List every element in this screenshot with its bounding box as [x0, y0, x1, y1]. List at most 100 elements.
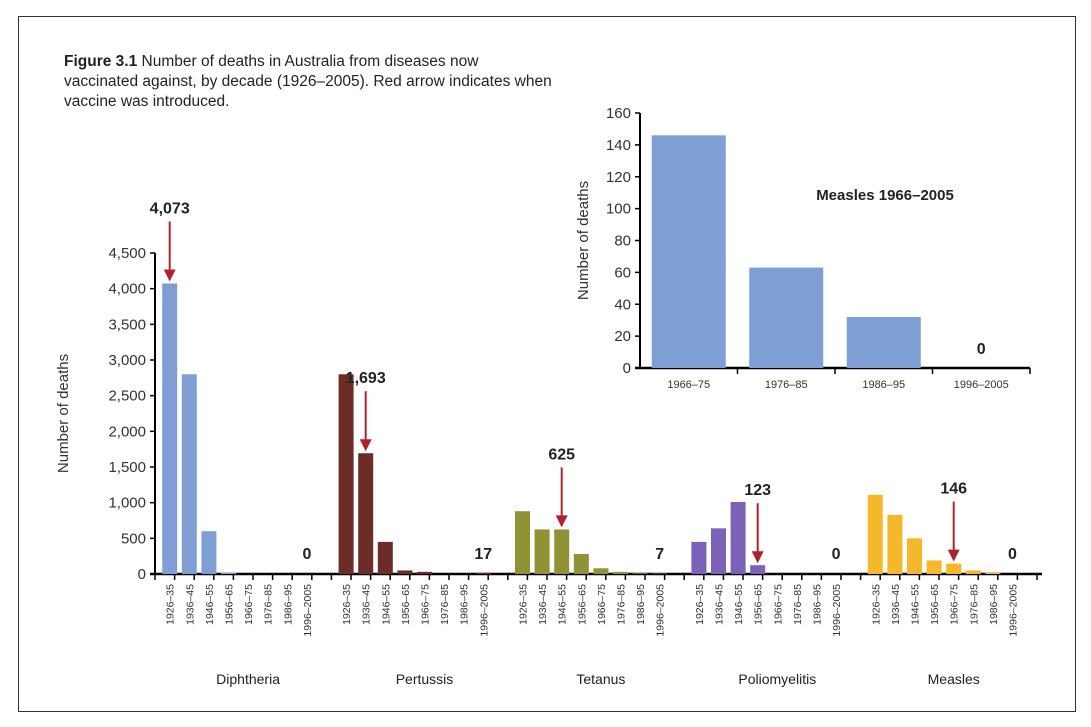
y-tick-label: 2,000	[108, 423, 146, 440]
x-tick-label: 1996–2005	[655, 584, 667, 637]
vaccine-arrowhead-icon	[947, 549, 960, 562]
bar-pertussis	[417, 571, 432, 574]
arrow-value-label: 625	[548, 446, 575, 463]
x-tick-label: 1976–85	[263, 584, 275, 625]
inset-y-tick-label: 80	[614, 233, 631, 250]
end-value-label: 17	[474, 546, 492, 563]
bar-poliomyelitis	[730, 501, 746, 574]
end-value-label: 7	[655, 546, 664, 563]
x-tick-label: 1966–75	[420, 584, 432, 625]
inset-x-tick-label: 1966–75	[667, 379, 710, 391]
disease-label: Measles	[928, 671, 980, 687]
y-tick-label: 1,000	[108, 495, 146, 512]
x-tick-label: 1956–65	[400, 584, 412, 625]
bar-poliomyelitis	[750, 565, 766, 574]
x-tick-label: 1926–35	[341, 584, 353, 625]
bar-measles	[926, 560, 942, 574]
inset-bar	[749, 267, 824, 368]
bar-pertussis	[475, 572, 491, 574]
x-tick-label: 1946–55	[910, 584, 922, 625]
arrow-value-label: 146	[940, 481, 967, 498]
x-tick-label: 1956–65	[753, 584, 765, 625]
y-tick-label: 3,000	[108, 352, 146, 369]
y-axis-title: Number of deaths	[55, 354, 72, 473]
inset-bar	[651, 135, 726, 368]
x-tick-label: 1976–85	[439, 584, 451, 625]
x-tick-label: 1996–2005	[1008, 584, 1020, 637]
vaccine-arrowhead-icon	[555, 515, 568, 528]
inset-y-tick-label: 20	[614, 328, 631, 345]
x-tick-label: 1976–85	[968, 584, 980, 625]
bar-diphtheria	[221, 572, 236, 574]
inset-y-tick-label: 60	[614, 264, 631, 281]
y-tick-label: 500	[121, 530, 146, 547]
bar-tetanus	[515, 511, 530, 574]
bar-measles	[867, 494, 883, 574]
x-tick-label: 1936–45	[537, 584, 549, 625]
inset-zero-label: 0	[977, 341, 986, 358]
x-tick-label: 1936–45	[184, 584, 196, 625]
x-tick-label: 1946–55	[204, 584, 216, 625]
bar-diphtheria	[162, 283, 178, 574]
disease-label: Pertussis	[396, 671, 454, 687]
y-tick-label: 4,000	[108, 281, 146, 298]
x-tick-label: 1936–45	[714, 584, 726, 625]
end-value-label: 0	[302, 546, 311, 563]
x-tick-label: 1986–95	[988, 584, 1000, 625]
arrow-value-label: 123	[744, 482, 771, 499]
x-tick-label: 1926–35	[870, 584, 882, 625]
x-tick-label: 1926–35	[165, 584, 177, 625]
inset-x-tick-label: 1976–85	[765, 379, 808, 391]
bar-tetanus	[613, 571, 628, 574]
x-tick-label: 1986–95	[282, 584, 294, 625]
x-tick-label: 1996–2005	[831, 584, 843, 637]
inset-y-tick-label: 160	[606, 105, 631, 122]
x-tick-label: 1946–55	[733, 584, 745, 625]
bar-pertussis	[338, 374, 354, 574]
x-tick-label: 1946–55	[380, 584, 392, 625]
bar-poliomyelitis	[691, 541, 707, 574]
figure-caption: Figure 3.1 Number of deaths in Australia…	[64, 52, 554, 112]
x-tick-label: 1936–45	[890, 584, 902, 625]
bar-tetanus	[534, 529, 550, 574]
y-tick-label: 4,500	[108, 245, 146, 262]
bar-measles	[946, 563, 962, 574]
x-tick-label: 1966–75	[243, 584, 255, 625]
bar-measles	[887, 514, 903, 574]
x-tick-label: 1986–95	[459, 584, 471, 625]
bar-diphtheria	[181, 374, 197, 574]
bar-measles	[985, 572, 1001, 574]
bar-pertussis	[377, 541, 393, 574]
vaccine-arrowhead-icon	[163, 269, 176, 282]
inset-y-tick-label: 100	[606, 201, 631, 218]
bar-pertussis	[358, 453, 374, 574]
inset-y-tick-label: 140	[606, 137, 631, 154]
bar-diphtheria	[201, 531, 217, 574]
x-tick-label: 1996–2005	[478, 584, 490, 637]
inset-title: Measles 1966–2005	[816, 187, 954, 204]
x-tick-label: 1956–65	[224, 584, 236, 625]
x-tick-label: 1926–35	[694, 584, 706, 625]
inset-y-tick-label: 120	[606, 169, 631, 186]
y-tick-label: 3,500	[108, 316, 146, 333]
x-tick-label: 1956–65	[576, 584, 588, 625]
disease-label: Poliomyelitis	[738, 671, 816, 687]
arrow-value-label: 4,073	[150, 200, 190, 217]
figure-label: Figure 3.1	[64, 53, 138, 70]
bar-poliomyelitis	[711, 528, 726, 574]
bar-measles	[907, 538, 922, 574]
inset-y-axis-title: Number of deaths	[575, 181, 592, 300]
bar-tetanus	[632, 573, 648, 574]
x-tick-label: 1976–85	[792, 584, 804, 625]
x-tick-label: 1966–75	[772, 584, 784, 625]
disease-label: Diphtheria	[216, 671, 280, 687]
vaccine-arrowhead-icon	[359, 439, 372, 452]
vaccine-arrowhead-icon	[751, 551, 764, 564]
x-tick-label: 1986–95	[812, 584, 824, 625]
inset-y-tick-label: 0	[623, 360, 631, 377]
bar-pertussis	[397, 570, 413, 574]
y-tick-label: 2,500	[108, 388, 146, 405]
end-value-label: 0	[832, 546, 841, 563]
caption-text: Number of deaths in Australia from disea…	[64, 53, 552, 110]
